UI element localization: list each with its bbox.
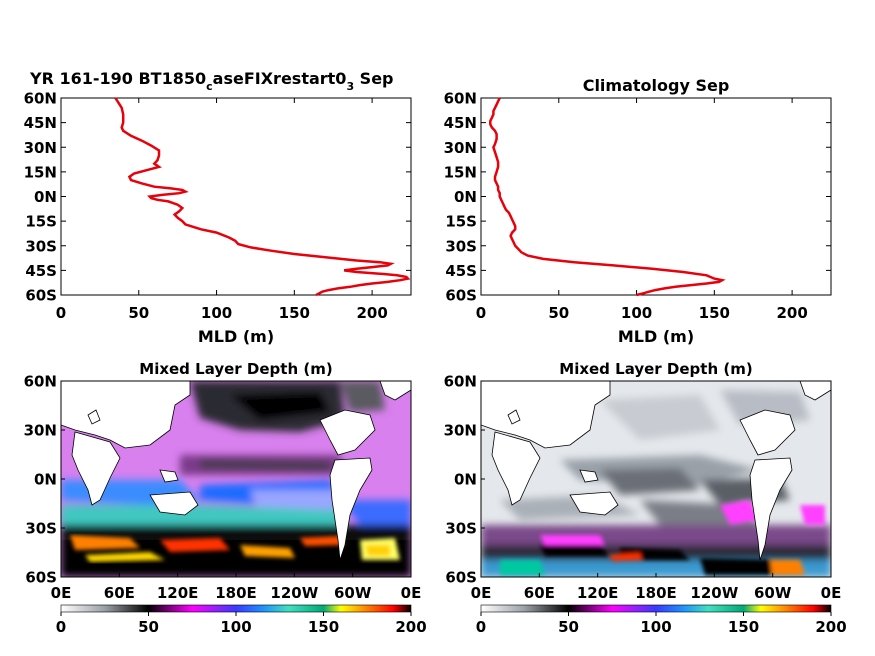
panel-4-ytick-label: 60S (445, 569, 477, 587)
panel-3-ytick-label: 30S (25, 520, 57, 538)
panel-3-ytick-label: 60S (25, 569, 57, 587)
panel-1-ytick-label: 15S (25, 213, 57, 231)
colorbar-1-ticks: 0 50 100 150 200 (56, 612, 427, 636)
panel-1-ytick-label: 60N (24, 90, 57, 108)
panel-1-ytick-label: 30N (24, 139, 57, 157)
panel-1-xtick-label: 150 (279, 304, 310, 322)
colorbar-1-tick-label: 100 (220, 618, 251, 636)
panel-3-ytick-label: 60N (24, 373, 57, 391)
colorbar-1-tick-label: 50 (138, 618, 159, 636)
colorbar-2-tick-label: 50 (558, 618, 579, 636)
panel-4-xtick-label: 180E (635, 584, 677, 602)
panel-1-ytick-label: 60S (25, 287, 57, 305)
panel-4-title: Mixed Layer Depth (m) (559, 360, 752, 378)
colorbar-2-tick-label: 150 (728, 618, 759, 636)
panel-2-ytick-label: 30N (444, 139, 477, 157)
panel-2-ytick-label: 15N (444, 163, 477, 181)
colorbar-2: 0 50 100 150 200 (476, 604, 847, 636)
panel-3-title: Mixed Layer Depth (m) (139, 360, 332, 378)
panel-2-series-line (489, 97, 726, 297)
panel-3-xtick-label: 120W (270, 584, 318, 602)
panel-4-xtick-label: 0E (471, 584, 492, 602)
panel-1-xtick-label: 200 (356, 304, 387, 322)
panel-2-xtick-label: 200 (776, 304, 807, 322)
panel-3-land (61, 381, 411, 561)
panel-4-ytick-label: 60N (444, 373, 477, 391)
panel-3-ytick-label: 0N (34, 471, 57, 489)
panel-2-axes-box (480, 97, 832, 296)
panel-2-ytick-label: 30S (445, 237, 477, 255)
colorbar-2-ticks: 0 50 100 150 200 (476, 612, 847, 636)
panel-4-ytick-label: 0N (454, 471, 477, 489)
colorbar-1-tick-label: 0 (56, 618, 66, 636)
panel-1-axes-box (60, 97, 412, 296)
panel-2-profile: Climatology Sep 60N45N30N15N0N15S30S45S6… (444, 76, 832, 346)
panel-3-xtick-label: 180E (215, 584, 257, 602)
panel-4-xtick-label: 60E (524, 584, 555, 602)
panel-1-series-line (114, 97, 411, 297)
colorbar-1-tick-label: 150 (308, 618, 339, 636)
panel-2-xtick-label: 0 (476, 304, 486, 322)
panel-3-field (61, 381, 411, 577)
panel-1-ytick-label: 15N (24, 163, 57, 181)
panel-3-ytick-label: 30N (24, 422, 57, 440)
panel-1-ytick-label: 30S (25, 237, 57, 255)
panel-4-xtick-label: 120W (690, 584, 738, 602)
panel-3-xtick-label: 0E (51, 584, 72, 602)
panel-3-xtick-label: 120E (157, 584, 199, 602)
panel-2-title: Climatology Sep (583, 76, 730, 95)
panel-2-xtick-label: 150 (699, 304, 730, 322)
panel-2-xtick-label: 100 (621, 304, 652, 322)
colorbar-1: 0 50 100 150 200 (56, 604, 427, 636)
panel-4-field (481, 381, 831, 577)
colorbar-1-bar (60, 604, 412, 613)
panel-2-ytick-label: 60S (445, 287, 477, 305)
panel-1-xlabel: MLD (m) (198, 327, 274, 346)
panel-1-ytick-label: 45S (25, 262, 57, 280)
panel-1-ytick-label: 0N (34, 188, 57, 206)
panel-2-ytick-label: 60N (444, 90, 477, 108)
colorbar-2-tick-label: 200 (815, 618, 846, 636)
panel-4-land (481, 381, 831, 561)
panel-2-ytick-label: 0N (454, 188, 477, 206)
panel-4-ytick-label: 30N (444, 422, 477, 440)
panel-4-map: Mixed Layer Depth (m) (444, 360, 842, 602)
panel-1-xtick-label: 0 (56, 304, 66, 322)
colorbar-1-tick-label: 200 (395, 618, 426, 636)
panel-1-xtick-label: 100 (201, 304, 232, 322)
panel-2-xtick-label: 50 (548, 304, 569, 322)
panel-2-ytick-label: 45N (444, 114, 477, 132)
panel-4-xtick-label: 60W (754, 584, 792, 602)
panel-2-ytick-label: 15S (445, 213, 477, 231)
panel-1-profile: YR 161-190 BT1850caseFIXrestart03 Sep 60… (24, 69, 412, 346)
panel-4-ytick-label: 30S (445, 520, 477, 538)
panel-4-xtick-label: 0E (821, 584, 842, 602)
panel-1-title: YR 161-190 BT1850caseFIXrestart03 Sep (29, 69, 394, 93)
panel-2-xlabel: MLD (m) (618, 327, 694, 346)
panel-2-ytick-label: 45S (445, 262, 477, 280)
panel-1-ytick-label: 45N (24, 114, 57, 132)
colorbar-2-tick-label: 100 (640, 618, 671, 636)
panel-4-xtick-label: 120E (577, 584, 619, 602)
colorbar-2-tick-label: 0 (476, 618, 486, 636)
panel-3-xtick-label: 0E (401, 584, 422, 602)
panel-3-map: Mixed Layer Depth (m) (24, 360, 422, 602)
panel-3-xtick-label: 60W (334, 584, 372, 602)
panel-3-xtick-label: 60E (104, 584, 135, 602)
colorbar-2-bar (480, 604, 832, 613)
panel-1-xtick-label: 50 (128, 304, 149, 322)
